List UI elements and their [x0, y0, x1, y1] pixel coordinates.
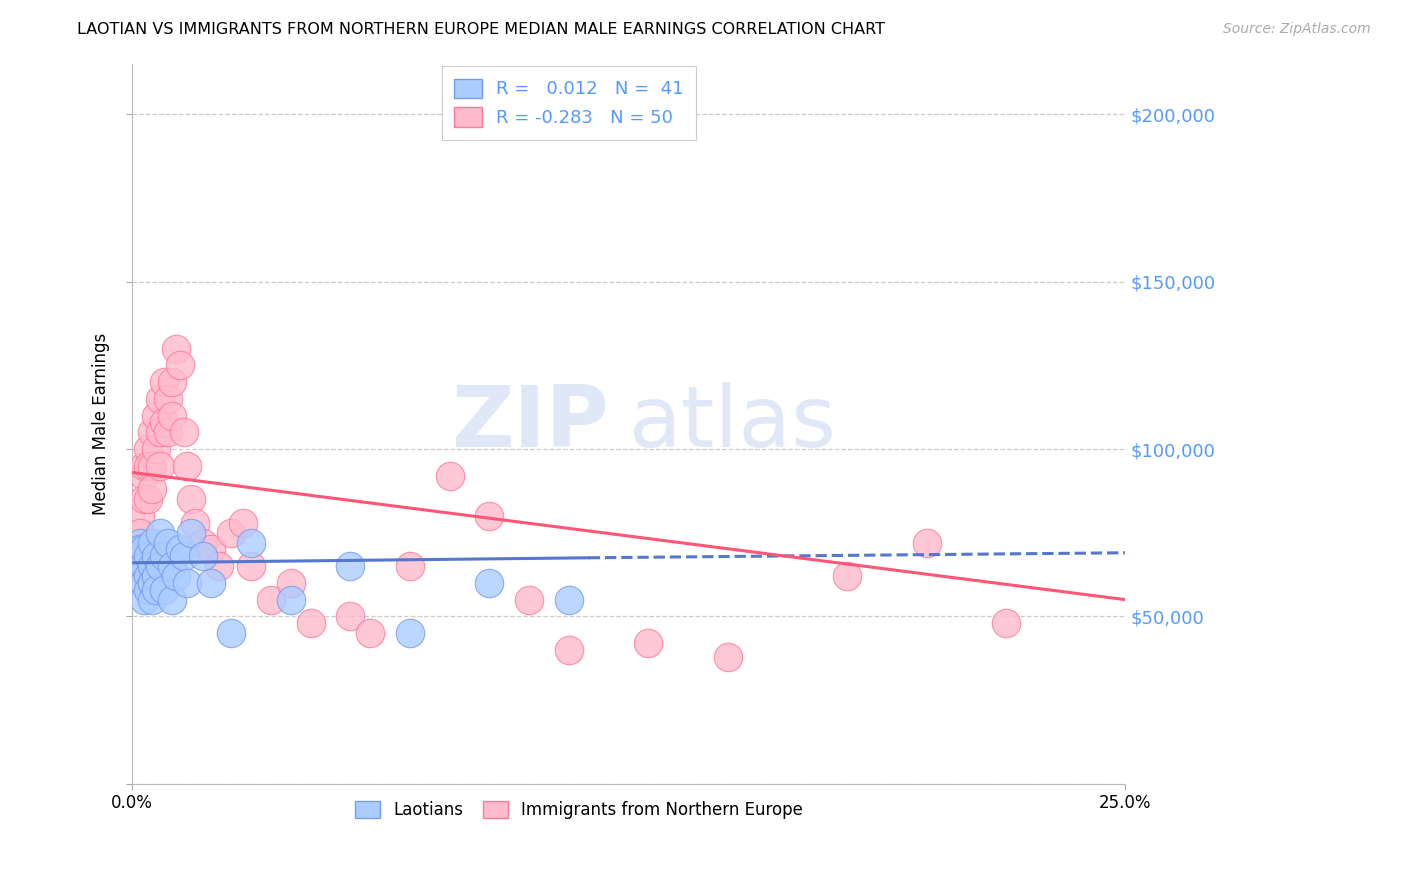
Point	[156, 392, 179, 406]
Point	[200, 542, 222, 557]
Point	[128, 542, 150, 557]
Point	[141, 425, 163, 440]
Point	[132, 542, 155, 557]
Point	[141, 458, 163, 473]
Point	[180, 525, 202, 540]
Point	[915, 535, 938, 549]
Point	[141, 592, 163, 607]
Point	[517, 592, 540, 607]
Point	[128, 535, 150, 549]
Point	[176, 458, 198, 473]
Point	[399, 626, 422, 640]
Point	[136, 569, 159, 583]
Point	[145, 582, 167, 597]
Point	[280, 575, 302, 590]
Point	[149, 425, 172, 440]
Point	[160, 409, 183, 423]
Point	[359, 626, 381, 640]
Point	[125, 559, 148, 574]
Point	[149, 525, 172, 540]
Point	[260, 592, 283, 607]
Point	[136, 492, 159, 507]
Point	[219, 626, 242, 640]
Point	[149, 458, 172, 473]
Point	[128, 552, 150, 566]
Point	[240, 559, 263, 574]
Point	[180, 492, 202, 507]
Point	[439, 468, 461, 483]
Point	[165, 342, 187, 356]
Text: LAOTIAN VS IMMIGRANTS FROM NORTHERN EUROPE MEDIAN MALE EARNINGS CORRELATION CHAR: LAOTIAN VS IMMIGRANTS FROM NORTHERN EURO…	[77, 22, 886, 37]
Point	[339, 609, 361, 624]
Point	[193, 549, 215, 563]
Point	[145, 409, 167, 423]
Point	[995, 616, 1018, 631]
Point	[132, 592, 155, 607]
Point	[835, 569, 858, 583]
Point	[200, 575, 222, 590]
Point	[132, 559, 155, 574]
Point	[141, 575, 163, 590]
Point	[219, 525, 242, 540]
Point	[184, 516, 207, 530]
Text: atlas: atlas	[628, 383, 837, 466]
Point	[156, 425, 179, 440]
Point	[136, 442, 159, 456]
Point	[173, 425, 195, 440]
Point	[399, 559, 422, 574]
Text: Source: ZipAtlas.com: Source: ZipAtlas.com	[1223, 22, 1371, 37]
Point	[193, 535, 215, 549]
Point	[156, 535, 179, 549]
Point	[136, 458, 159, 473]
Point	[141, 482, 163, 496]
Point	[165, 569, 187, 583]
Point	[299, 616, 322, 631]
Point	[339, 559, 361, 574]
Point	[136, 549, 159, 563]
Point	[169, 542, 191, 557]
Point	[176, 575, 198, 590]
Legend: Laotians, Immigrants from Northern Europe: Laotians, Immigrants from Northern Europ…	[347, 794, 810, 826]
Point	[132, 575, 155, 590]
Point	[141, 535, 163, 549]
Text: ZIP: ZIP	[451, 383, 609, 466]
Point	[160, 592, 183, 607]
Point	[160, 559, 183, 574]
Point	[145, 569, 167, 583]
Point	[637, 636, 659, 650]
Point	[717, 649, 740, 664]
Point	[280, 592, 302, 607]
Point	[132, 468, 155, 483]
Y-axis label: Median Male Earnings: Median Male Earnings	[93, 333, 110, 515]
Point	[132, 556, 155, 570]
Point	[152, 582, 174, 597]
Point	[232, 516, 254, 530]
Point	[145, 549, 167, 563]
Point	[173, 549, 195, 563]
Point	[132, 458, 155, 473]
Point	[169, 359, 191, 373]
Point	[478, 508, 501, 523]
Point	[240, 535, 263, 549]
Point	[149, 559, 172, 574]
Point	[160, 375, 183, 389]
Point	[132, 492, 155, 507]
Point	[125, 542, 148, 557]
Point	[208, 559, 231, 574]
Point	[558, 643, 581, 657]
Point	[125, 549, 148, 563]
Point	[128, 525, 150, 540]
Point	[478, 575, 501, 590]
Point	[141, 559, 163, 574]
Point	[558, 592, 581, 607]
Point	[149, 392, 172, 406]
Point	[152, 415, 174, 429]
Point	[128, 508, 150, 523]
Point	[152, 375, 174, 389]
Point	[136, 582, 159, 597]
Point	[152, 549, 174, 563]
Point	[145, 442, 167, 456]
